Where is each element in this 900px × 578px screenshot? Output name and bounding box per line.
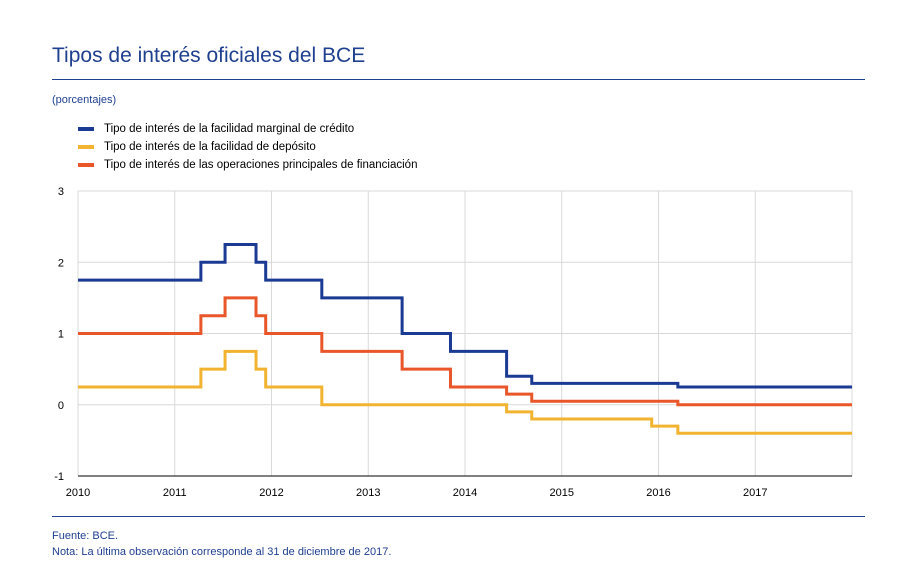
- source-note: Fuente: BCE.: [52, 530, 119, 542]
- y-tick-label: 1: [58, 329, 64, 341]
- units-label: (porcentajes): [52, 94, 117, 106]
- chart-title: Tipos de interés oficiales del BCE: [52, 44, 366, 67]
- legend-label-deposit: Tipo de interés de la facilidad de depós…: [104, 141, 316, 153]
- x-tick-label: 2016: [646, 487, 670, 499]
- legend-swatch-deposit: [78, 145, 94, 149]
- legend-item-credit: Tipo de interés de la facilidad marginal…: [78, 120, 417, 138]
- x-tick-label: 2012: [259, 487, 283, 499]
- observation-note: Nota: La última observación corresponde …: [52, 546, 392, 558]
- x-tick-label: 2017: [743, 487, 767, 499]
- legend-swatch-mro: [78, 163, 94, 167]
- footer-divider: [52, 516, 865, 517]
- series-line-1: [78, 349, 852, 435]
- x-tick-label: 2011: [163, 487, 187, 499]
- y-tick-label: 0: [58, 400, 64, 412]
- y-tick-label: -1: [54, 471, 64, 483]
- x-tick-label: 2010: [66, 487, 90, 499]
- line-chart: -1 0 1 2 3 2010 2011 2012 2013 2014 2015 2016 2017: [54, 186, 853, 499]
- x-tick-label: 2014: [453, 487, 477, 499]
- legend-label-mro: Tipo de interés de las operaciones princ…: [104, 159, 418, 171]
- legend-swatch-credit: [78, 127, 94, 131]
- title-divider: [52, 79, 865, 80]
- footnotes: Fuente: BCE. Nota: La última observación…: [52, 528, 391, 560]
- legend-label-credit: Tipo de interés de la facilidad marginal…: [104, 123, 355, 135]
- y-tick-label: 3: [58, 186, 64, 198]
- legend-item-mro: Tipo de interés de las operaciones princ…: [78, 156, 417, 174]
- legend-item-deposit: Tipo de interés de la facilidad de depós…: [78, 138, 417, 156]
- legend: Tipo de interés de la facilidad marginal…: [78, 120, 417, 174]
- series-line-2: [78, 296, 852, 407]
- x-tick-label: 2013: [356, 487, 380, 499]
- series-line-0: [78, 242, 852, 389]
- x-tick-label: 2015: [550, 487, 574, 499]
- y-tick-label: 2: [58, 257, 64, 269]
